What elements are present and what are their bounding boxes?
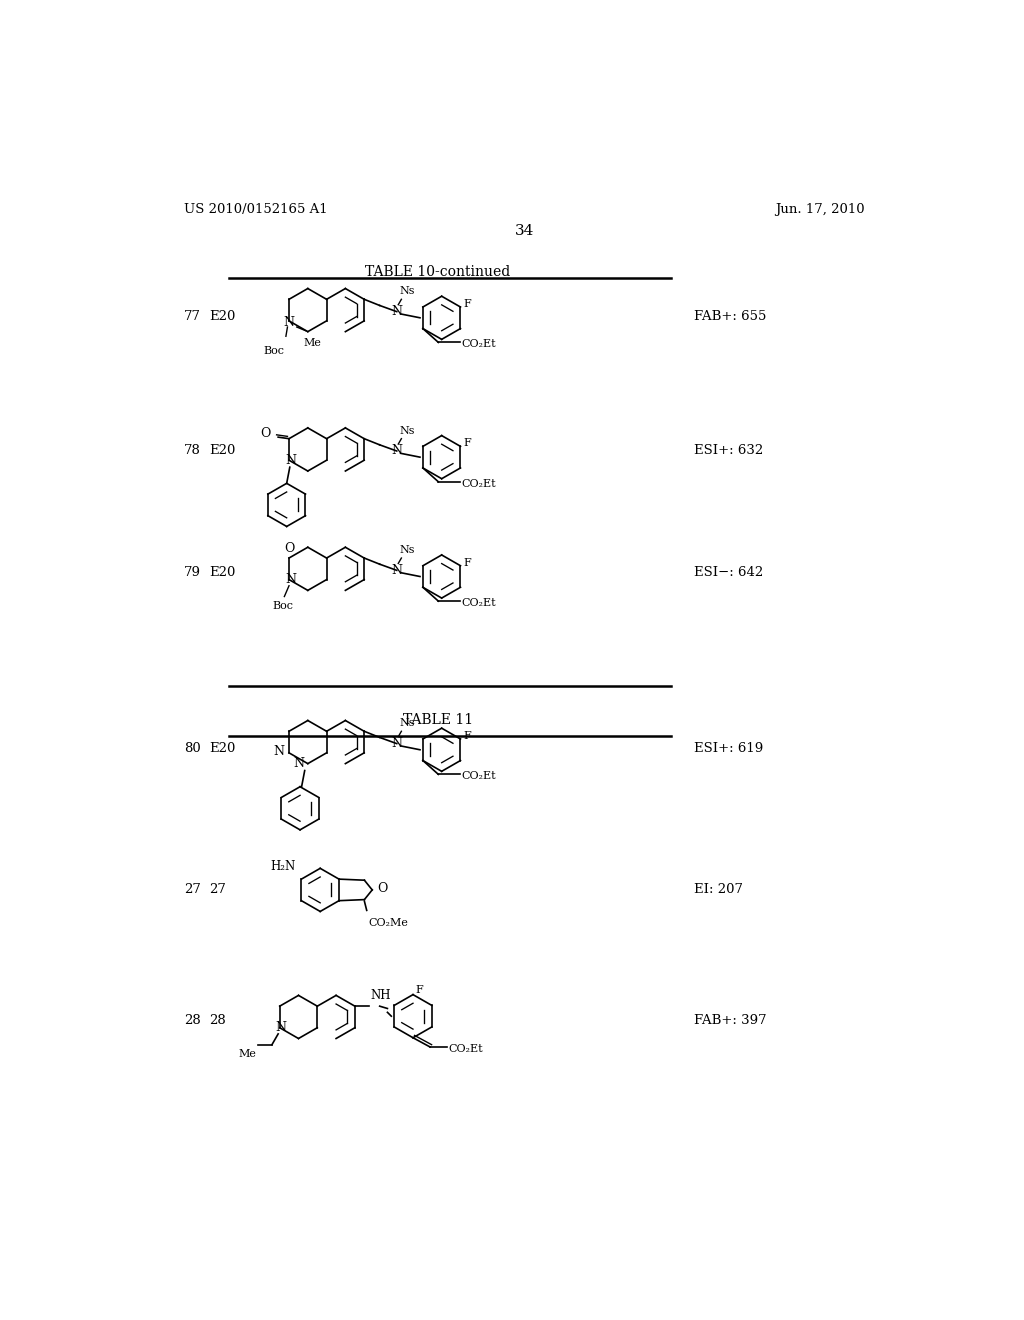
Text: O: O [260, 426, 270, 440]
Text: N: N [294, 758, 305, 770]
Text: EI: 207: EI: 207 [693, 883, 742, 896]
Text: F: F [464, 298, 471, 309]
Text: ESI+: 632: ESI+: 632 [693, 445, 763, 458]
Text: 80: 80 [183, 742, 201, 755]
Text: Jun. 17, 2010: Jun. 17, 2010 [774, 203, 864, 216]
Text: FAB+: 397: FAB+: 397 [693, 1014, 766, 1027]
Text: Me: Me [303, 338, 322, 347]
Text: N: N [285, 454, 296, 467]
Text: Ns: Ns [399, 545, 415, 554]
Text: O: O [377, 882, 387, 895]
Text: 77: 77 [183, 310, 201, 323]
Text: N: N [391, 305, 402, 318]
Text: N: N [391, 445, 402, 458]
Text: ESI−: 642: ESI−: 642 [693, 566, 763, 579]
Text: TABLE 10-continued: TABLE 10-continued [366, 264, 511, 279]
Text: ESI+: 619: ESI+: 619 [693, 742, 763, 755]
Text: Ns: Ns [399, 286, 415, 296]
Text: US 2010/0152165 A1: US 2010/0152165 A1 [183, 203, 328, 216]
Text: N: N [391, 737, 402, 750]
Text: 27: 27 [209, 883, 226, 896]
Text: 34: 34 [515, 224, 535, 238]
Text: CO₂Et: CO₂Et [462, 339, 497, 350]
Text: N: N [391, 564, 402, 577]
Text: F: F [464, 438, 471, 449]
Text: N: N [285, 573, 296, 586]
Text: F: F [464, 731, 471, 741]
Text: 28: 28 [183, 1014, 201, 1027]
Text: CO₂Et: CO₂Et [462, 479, 497, 488]
Text: 27: 27 [183, 883, 201, 896]
Text: NH: NH [371, 989, 391, 1002]
Text: H₂N: H₂N [270, 859, 295, 873]
Text: E20: E20 [209, 742, 236, 755]
Text: E20: E20 [209, 310, 236, 323]
Text: N: N [284, 315, 295, 329]
Text: E20: E20 [209, 566, 236, 579]
Text: Me: Me [239, 1049, 256, 1059]
Text: CO₂Me: CO₂Me [369, 919, 409, 928]
Text: N: N [273, 744, 285, 758]
Text: F: F [416, 985, 423, 995]
Text: 79: 79 [183, 566, 201, 579]
Text: N: N [275, 1022, 287, 1035]
Text: CO₂Et: CO₂Et [462, 771, 497, 781]
Text: 78: 78 [183, 445, 201, 458]
Text: CO₂Et: CO₂Et [449, 1044, 483, 1053]
Text: E20: E20 [209, 445, 236, 458]
Text: F: F [464, 557, 471, 568]
Text: 28: 28 [209, 1014, 226, 1027]
Text: O: O [285, 543, 295, 554]
Text: Boc: Boc [272, 601, 293, 611]
Text: Ns: Ns [399, 718, 415, 729]
Text: FAB+: 655: FAB+: 655 [693, 310, 766, 323]
Text: Boc: Boc [264, 346, 285, 355]
Text: CO₂Et: CO₂Et [462, 598, 497, 609]
Text: Ns: Ns [399, 425, 415, 436]
Text: TABLE 11: TABLE 11 [402, 713, 473, 727]
